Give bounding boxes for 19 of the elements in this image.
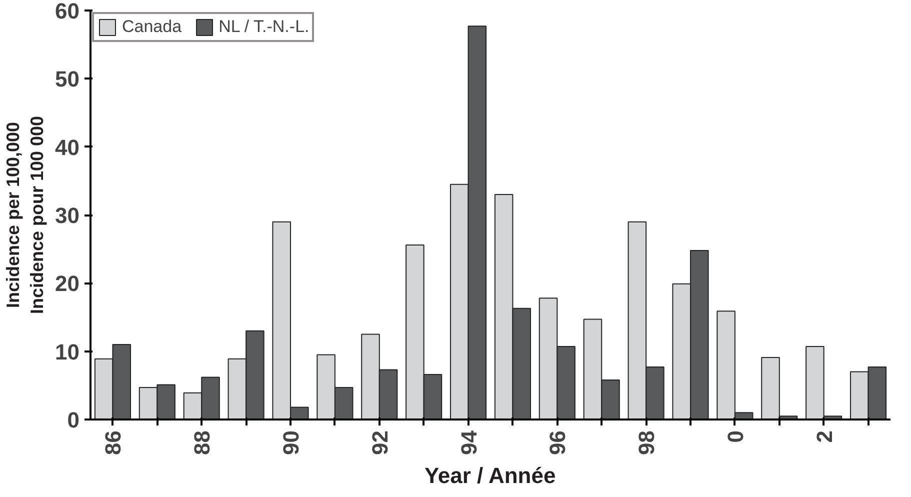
y-tick-label: 30: [55, 203, 80, 228]
x-tick-label: 94: [456, 430, 482, 455]
y-tick-label: 60: [55, 0, 80, 24]
y-axis-title: Incidence per 100,000 Incidence pour 100 000: [3, 116, 48, 314]
x-tick-label: 86: [100, 430, 126, 455]
y-tick-label: 40: [55, 134, 80, 160]
x-tick-label: 90: [278, 430, 304, 455]
x-tick-label: 88: [190, 430, 215, 455]
x-tick-label: 0: [722, 430, 748, 443]
y-tick-label: 50: [55, 66, 80, 92]
x-tick-label: 2: [812, 430, 837, 443]
legend-label: NL / T.-N.-L.: [218, 17, 310, 37]
x-axis-title: Year / Année: [424, 462, 556, 488]
x-tick-label: 96: [545, 430, 570, 455]
legend-label: Canada: [122, 17, 182, 37]
y-tick-label: 10: [55, 339, 80, 364]
y-tick-label: 20: [55, 271, 80, 296]
x-tick-label: 98: [634, 430, 660, 455]
x-tick-label: 92: [367, 430, 392, 455]
